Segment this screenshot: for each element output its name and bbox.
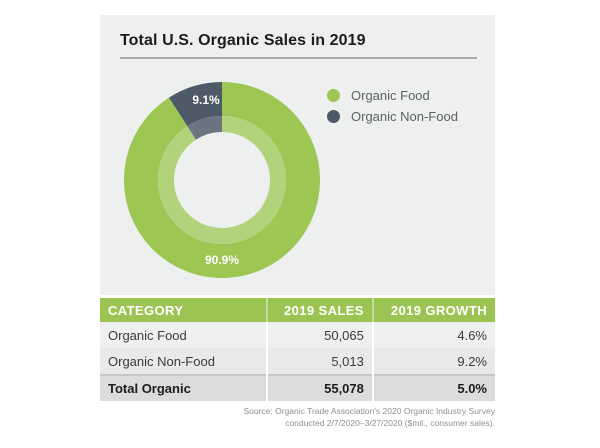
cell-growth: 9.2% bbox=[371, 348, 495, 375]
donut-slice-organic-non-food bbox=[168, 82, 222, 127]
legend-item-organic-non-food: Organic Non-Food bbox=[327, 106, 458, 126]
table-header-row: CATEGORY 2019 SALES 2019 GROWTH bbox=[100, 298, 495, 322]
source-line-2: conducted 2/7/2020–3/27/2020 ($mil., con… bbox=[285, 418, 495, 428]
chart-panel: Total U.S. Organic Sales in 2019 90.9% 9.… bbox=[100, 15, 495, 295]
cell-growth: 5.0% bbox=[371, 374, 495, 401]
source-note: Source: Organic Trade Association's 2020… bbox=[243, 405, 495, 429]
donut-slice-organic-food bbox=[124, 82, 321, 278]
legend-item-organic-food: Organic Food bbox=[327, 85, 458, 105]
title-divider bbox=[120, 57, 477, 59]
table-row: Organic Non-Food 5,013 9.2% bbox=[100, 348, 495, 375]
sales-table: CATEGORY 2019 SALES 2019 GROWTH Organic … bbox=[100, 298, 495, 401]
cell-sales: 55,078 bbox=[266, 374, 373, 401]
table-row: Organic Food 50,065 4.6% bbox=[100, 322, 495, 348]
cell-sales: 50,065 bbox=[266, 322, 373, 348]
cell-category: Total Organic bbox=[100, 374, 268, 401]
data-label-organic-food: 90.9% bbox=[205, 253, 239, 267]
table-total-row: Total Organic 55,078 5.0% bbox=[100, 374, 495, 401]
donut-inner-ring-organic-non-food bbox=[187, 116, 222, 140]
header-growth: 2019 GROWTH bbox=[371, 298, 495, 322]
header-category: CATEGORY bbox=[100, 298, 268, 322]
chart-title: Total U.S. Organic Sales in 2019 bbox=[120, 32, 366, 49]
donut-chart: 90.9% 9.1% bbox=[124, 82, 321, 278]
legend-label: Organic Non-Food bbox=[351, 108, 458, 124]
source-line-1: Source: Organic Trade Association's 2020… bbox=[243, 406, 495, 416]
cell-category: Organic Non-Food bbox=[100, 348, 268, 375]
cell-category: Organic Food bbox=[100, 322, 268, 348]
legend-swatch-organic-non-food bbox=[327, 109, 340, 123]
header-sales: 2019 SALES bbox=[266, 298, 373, 322]
cell-sales: 5,013 bbox=[266, 348, 373, 375]
data-label-organic-non-food: 9.1% bbox=[192, 93, 220, 107]
legend-swatch-organic-food bbox=[327, 88, 340, 102]
legend-label: Organic Food bbox=[351, 87, 430, 103]
cell-growth: 4.6% bbox=[371, 322, 495, 348]
legend: Organic Food Organic Non-Food bbox=[327, 85, 458, 127]
donut-inner-ring-organic-food bbox=[158, 116, 286, 244]
